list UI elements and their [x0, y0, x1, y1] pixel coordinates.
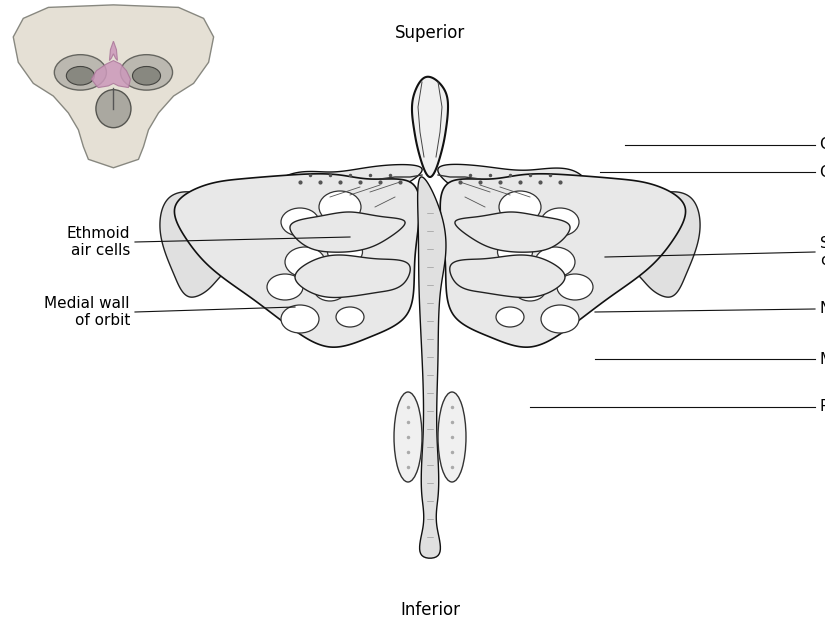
- Ellipse shape: [54, 55, 106, 90]
- Ellipse shape: [499, 191, 541, 223]
- Text: Medial wall
of orbit: Medial wall of orbit: [45, 296, 130, 328]
- Ellipse shape: [336, 307, 364, 327]
- Ellipse shape: [535, 247, 575, 277]
- Ellipse shape: [514, 277, 546, 301]
- Ellipse shape: [314, 277, 346, 301]
- Ellipse shape: [267, 274, 303, 300]
- Polygon shape: [450, 255, 565, 297]
- Polygon shape: [270, 164, 422, 198]
- Polygon shape: [160, 192, 235, 297]
- Polygon shape: [290, 212, 405, 252]
- Polygon shape: [438, 164, 590, 199]
- Ellipse shape: [438, 392, 466, 482]
- Polygon shape: [92, 61, 130, 88]
- Ellipse shape: [281, 305, 319, 333]
- Ellipse shape: [328, 240, 362, 264]
- Ellipse shape: [496, 307, 524, 327]
- Polygon shape: [412, 76, 448, 177]
- Text: Perpendicular plate: Perpendicular plate: [820, 399, 825, 415]
- Text: Superior nasal
concha: Superior nasal concha: [820, 236, 825, 268]
- Polygon shape: [441, 174, 686, 347]
- Text: Inferior: Inferior: [400, 601, 460, 619]
- Polygon shape: [13, 5, 214, 168]
- Polygon shape: [625, 192, 700, 297]
- Ellipse shape: [319, 191, 361, 223]
- Text: Ethmoid
air cells: Ethmoid air cells: [67, 225, 130, 258]
- Polygon shape: [417, 177, 446, 558]
- Ellipse shape: [96, 90, 131, 127]
- Ellipse shape: [497, 240, 532, 264]
- Ellipse shape: [557, 274, 593, 300]
- Ellipse shape: [285, 247, 325, 277]
- Polygon shape: [110, 41, 117, 61]
- Ellipse shape: [133, 66, 161, 85]
- Text: Crista galli: Crista galli: [820, 138, 825, 152]
- Polygon shape: [174, 174, 420, 347]
- Ellipse shape: [394, 392, 422, 482]
- Ellipse shape: [541, 208, 579, 236]
- Text: Nasal cavity: Nasal cavity: [820, 301, 825, 317]
- Ellipse shape: [66, 66, 94, 85]
- Ellipse shape: [281, 208, 319, 236]
- Ellipse shape: [120, 55, 172, 90]
- Text: Superior: Superior: [395, 24, 465, 42]
- Text: Middle nasal concha: Middle nasal concha: [820, 352, 825, 366]
- Polygon shape: [295, 255, 410, 297]
- Text: Cribriform plate: Cribriform plate: [820, 164, 825, 180]
- Ellipse shape: [541, 305, 579, 333]
- Polygon shape: [455, 212, 570, 252]
